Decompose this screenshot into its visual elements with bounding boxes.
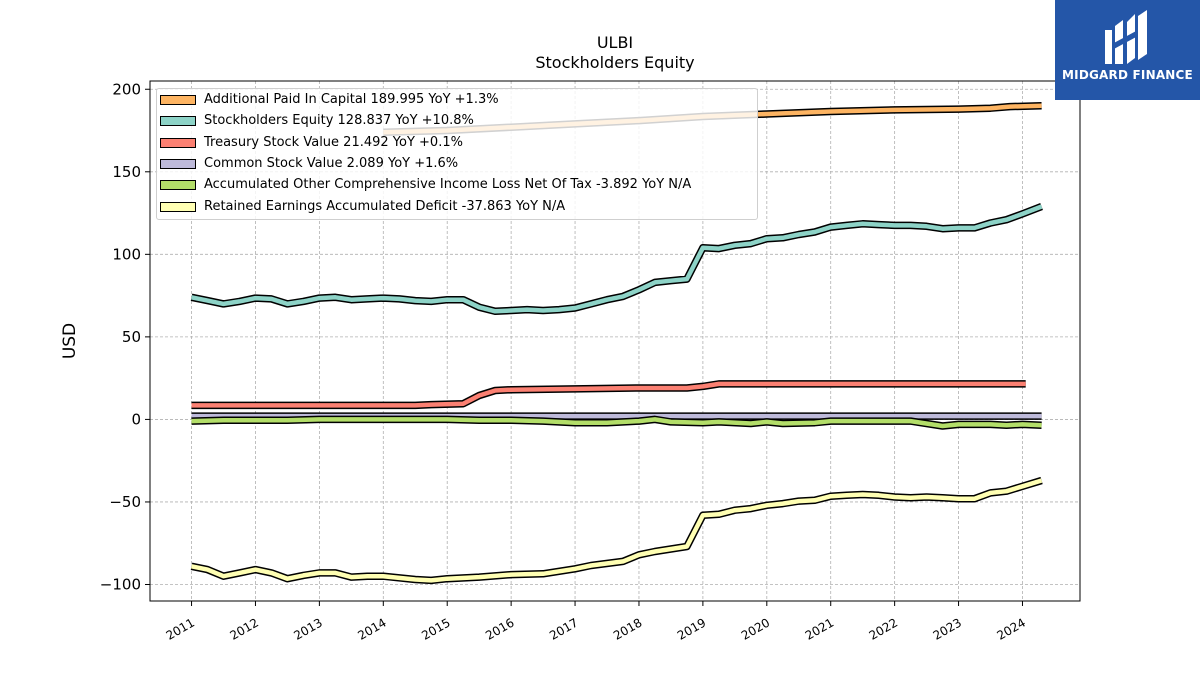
x-tick-label: 2023	[931, 615, 964, 642]
chart-title: ULBI	[596, 33, 634, 52]
x-tick-label: 2016	[483, 615, 516, 642]
x-tick-label: 2013	[291, 615, 324, 642]
legend-swatch	[160, 158, 196, 169]
x-tick-label: 2020	[739, 615, 772, 642]
x-tick-label: 2011	[164, 615, 197, 642]
y-tick-label: 0	[131, 410, 141, 428]
legend-label: Additional Paid In Capital 189.995 YoY +…	[204, 92, 499, 107]
y-axis: −100 −50 0 50 100 150 200	[100, 80, 150, 593]
legend-label: Treasury Stock Value 21.492 YoY +0.1%	[204, 134, 463, 150]
y-axis-label: USD	[60, 323, 80, 359]
x-tick-label: 2022	[867, 615, 900, 642]
x-tick-label: 2015	[419, 615, 452, 642]
x-axis: 2011 2012 2013 2014 2015 2016 2017 2018 2019 2020…	[164, 601, 1028, 643]
legend-swatch	[160, 116, 196, 127]
logo-text: MIDGARD FINANCE	[1062, 68, 1193, 82]
legend-item: Common Stock Value 2.089 YoY +1.6%	[157, 154, 757, 174]
legend-item: Retained Earnings Accumulated Deficit -3…	[157, 197, 757, 217]
legend-swatch	[160, 95, 196, 105]
y-tick-label: −50	[109, 493, 141, 511]
x-tick-label: 2024	[995, 615, 1028, 642]
legend-item: Accumulated Other Comprehensive Income L…	[157, 175, 757, 195]
legend-swatch	[160, 137, 196, 148]
x-tick-label: 2014	[355, 615, 388, 642]
legend-label: Retained Earnings Accumulated Deficit -3…	[204, 198, 566, 214]
plot-frame	[149, 80, 1081, 602]
y-tick-label: 200	[112, 80, 141, 98]
y-tick-label: 50	[122, 328, 141, 346]
y-tick-label: 150	[112, 163, 141, 181]
brand-logo: MIDGARD FINANCE	[1055, 0, 1200, 100]
legend: Additional Paid In Capital 189.995 YoY +…	[156, 88, 758, 220]
legend-item: Additional Paid In Capital 189.995 YoY +…	[157, 90, 757, 110]
y-tick-label: −100	[100, 575, 141, 593]
legend-swatch	[160, 201, 196, 212]
series-line	[191, 381, 1026, 408]
logo-mark-icon	[1105, 10, 1147, 64]
legend-label: Accumulated Other Comprehensive Income L…	[204, 177, 692, 193]
legend-label: Common Stock Value 2.089 YoY +1.6%	[204, 155, 459, 171]
legend-item: Treasury Stock Value 21.492 YoY +0.1%	[157, 133, 757, 153]
legend-item: Stockholders Equity 128.837 YoY +10.8%	[157, 111, 757, 131]
x-tick-label: 2021	[803, 615, 836, 642]
series-line	[191, 204, 1043, 314]
legend-label: Stockholders Equity 128.837 YoY +10.8%	[204, 113, 474, 129]
y-tick-label: 100	[112, 245, 141, 263]
series-line	[191, 478, 1043, 583]
series-line	[191, 417, 1042, 429]
x-tick-label: 2019	[675, 615, 708, 642]
x-tick-label: 2012	[228, 615, 261, 642]
x-tick-label: 2018	[611, 615, 644, 642]
chart-subtitle: Stockholders Equity	[535, 53, 695, 72]
x-tick-label: 2017	[547, 615, 580, 642]
legend-swatch	[160, 180, 196, 191]
